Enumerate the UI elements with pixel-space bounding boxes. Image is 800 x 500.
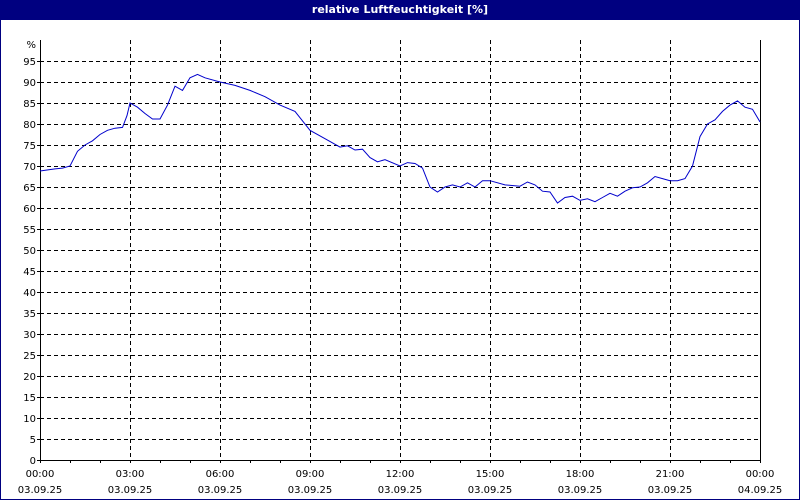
y-unit-label: % <box>26 40 36 51</box>
y-tick-label: 30 <box>23 330 36 341</box>
y-tick-label: 5 <box>30 435 36 446</box>
x-tick-date: 03.09.25 <box>108 485 153 496</box>
x-tick-date: 03.09.25 <box>558 485 603 496</box>
x-tick-time: 06:00 <box>206 469 235 480</box>
x-tick-time: 09:00 <box>296 469 325 480</box>
y-tick-label: 50 <box>23 246 36 257</box>
x-tick-date: 04.09.25 <box>738 485 783 496</box>
y-tick-label: 45 <box>23 267 36 278</box>
y-tick-label: 95 <box>23 57 36 68</box>
y-tick-label: 10 <box>23 414 36 425</box>
y-tick-label: 15 <box>23 393 36 404</box>
y-tick-label: 25 <box>23 351 36 362</box>
y-tick-label: 65 <box>23 183 36 194</box>
y-tick-label: 85 <box>23 99 36 110</box>
y-tick-label: 55 <box>23 225 36 236</box>
x-tick-date: 03.09.25 <box>468 485 513 496</box>
y-tick-label: 35 <box>23 309 36 320</box>
y-tick-label: 90 <box>23 78 36 89</box>
x-tick-date: 03.09.25 <box>198 485 243 496</box>
x-tick-time: 03:00 <box>116 469 145 480</box>
x-tick-date: 03.09.25 <box>18 485 63 496</box>
y-axis-tick-labels: 0 5 10 15 20 25 30 35 40 45 50 55 60 65 70 75 80 85 90 95% <box>23 40 36 467</box>
grid-lines <box>40 40 760 460</box>
x-tick-time: 00:00 <box>746 469 775 480</box>
x-tick-time: 12:00 <box>386 469 415 480</box>
y-tick-label: 40 <box>23 288 36 299</box>
y-tick-label: 80 <box>23 120 36 131</box>
axes <box>37 40 761 463</box>
y-tick-label: 60 <box>23 204 36 215</box>
x-tick-date: 03.09.25 <box>378 485 423 496</box>
y-tick-label: 70 <box>23 162 36 173</box>
chart-title: relative Luftfeuchtigkeit [%] <box>0 0 800 20</box>
x-tick-time: 15:00 <box>476 469 505 480</box>
x-tick-date: 03.09.25 <box>648 485 693 496</box>
y-tick-label: 20 <box>23 372 36 383</box>
x-tick-time: 21:00 <box>656 469 685 480</box>
y-tick-label: 75 <box>23 141 36 152</box>
y-tick-label: 0 <box>30 456 36 467</box>
x-tick-time: 18:00 <box>566 469 595 480</box>
x-tick-time: 00:00 <box>26 469 55 480</box>
humidity-series-line <box>39 73 761 204</box>
x-axis-tick-labels: 00:00 03.09.25 03:00 03.09.25 06:00 03.09.25 0… <box>18 469 783 496</box>
x-tick-date: 03.09.25 <box>288 485 333 496</box>
